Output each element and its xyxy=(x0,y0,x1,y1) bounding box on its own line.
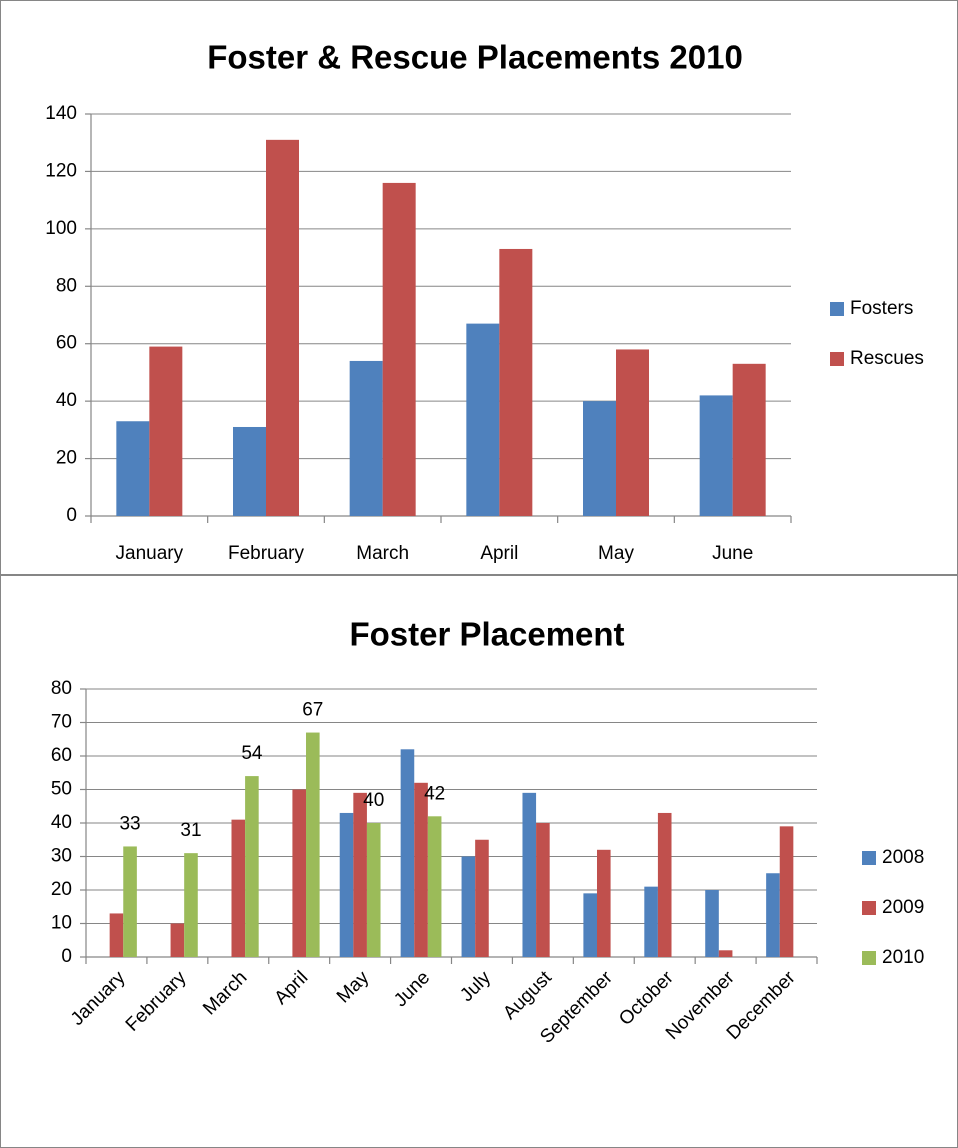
bar xyxy=(699,395,733,516)
chart-title: Foster Placement xyxy=(349,616,624,653)
legend-label: Fosters xyxy=(850,298,913,319)
x-tick-label: February xyxy=(228,543,305,564)
bar xyxy=(400,749,415,957)
y-tick-label: 120 xyxy=(45,160,77,181)
bar xyxy=(732,363,766,516)
bar xyxy=(705,890,719,957)
bar xyxy=(306,732,320,957)
bar xyxy=(596,849,611,957)
bar xyxy=(522,792,537,957)
bar xyxy=(353,792,367,957)
bar xyxy=(123,846,137,957)
bar xyxy=(245,776,259,957)
y-tick-label: 20 xyxy=(51,879,72,900)
y-tick-label: 40 xyxy=(51,812,72,833)
bar xyxy=(583,401,616,516)
y-tick-label: 80 xyxy=(51,678,72,699)
y-tick-label: 0 xyxy=(66,505,77,526)
y-tick-label: 140 xyxy=(45,103,77,124)
bar xyxy=(116,421,150,516)
bar xyxy=(414,782,428,957)
y-tick-label: 10 xyxy=(51,913,72,934)
legend-swatch xyxy=(862,901,876,915)
legend-label: 2008 xyxy=(882,847,924,868)
bar xyxy=(170,923,185,957)
legend-label: 2010 xyxy=(882,947,924,968)
legend-swatch xyxy=(830,352,844,366)
bar xyxy=(292,789,307,957)
bar xyxy=(718,950,733,957)
bar xyxy=(499,248,533,516)
bar xyxy=(766,873,780,957)
y-tick-label: 70 xyxy=(51,712,72,733)
bar xyxy=(779,826,794,957)
bar xyxy=(233,426,266,516)
x-tick-label: March xyxy=(356,543,409,564)
data-label: 40 xyxy=(363,790,384,811)
bar xyxy=(349,360,383,516)
bar xyxy=(466,323,500,516)
bar xyxy=(536,823,550,957)
bar xyxy=(475,839,489,957)
bar xyxy=(427,816,442,957)
bar xyxy=(382,182,416,516)
x-tick-label: January xyxy=(116,543,184,564)
bar xyxy=(266,139,299,517)
legend-label: 2009 xyxy=(882,897,924,918)
y-tick-label: 80 xyxy=(56,275,77,296)
bar xyxy=(657,812,672,957)
data-label: 67 xyxy=(302,700,323,721)
legend-label: Rescues xyxy=(850,348,924,369)
x-tick-label: May xyxy=(598,543,634,564)
y-tick-label: 50 xyxy=(51,779,72,800)
y-tick-label: 100 xyxy=(45,218,77,239)
bar xyxy=(616,349,649,516)
data-label: 42 xyxy=(424,783,445,804)
bar xyxy=(461,856,476,957)
y-tick-label: 40 xyxy=(56,390,77,411)
y-tick-label: 20 xyxy=(56,448,77,469)
bar xyxy=(339,812,354,957)
legend-swatch xyxy=(862,951,876,965)
x-tick-label: April xyxy=(480,543,518,564)
y-tick-label: 60 xyxy=(51,745,72,766)
chart-title: Foster & Rescue Placements 2010 xyxy=(207,39,743,76)
x-tick-label: June xyxy=(712,543,753,564)
y-tick-label: 60 xyxy=(56,333,77,354)
bar xyxy=(366,823,381,957)
bar xyxy=(184,853,198,957)
bar xyxy=(644,886,658,957)
bar xyxy=(109,913,124,957)
data-label: 33 xyxy=(119,813,140,834)
y-tick-label: 0 xyxy=(61,946,72,967)
bar xyxy=(149,346,183,516)
data-label: 31 xyxy=(180,820,201,841)
bar xyxy=(583,893,597,957)
y-tick-label: 30 xyxy=(51,846,72,867)
legend-swatch xyxy=(862,851,876,865)
bar xyxy=(231,819,246,957)
legend-swatch xyxy=(830,302,844,316)
data-label: 54 xyxy=(241,743,263,764)
